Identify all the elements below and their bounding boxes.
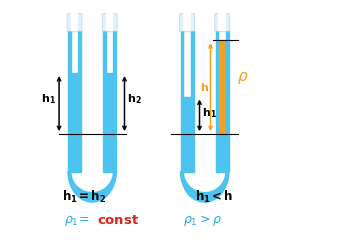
Text: $\mathbf{h}$: $\mathbf{h}$ xyxy=(200,81,208,93)
Text: $\rho$: $\rho$ xyxy=(237,70,248,86)
FancyBboxPatch shape xyxy=(215,14,230,32)
FancyBboxPatch shape xyxy=(67,14,82,32)
Text: $\mathbf{h_1}$: $\mathbf{h_1}$ xyxy=(41,92,56,106)
Bar xyxy=(219,13,226,31)
Polygon shape xyxy=(181,172,229,202)
FancyBboxPatch shape xyxy=(102,14,117,32)
FancyBboxPatch shape xyxy=(180,14,195,32)
Text: $\mathbf{h_1 < h}$: $\mathbf{h_1 < h}$ xyxy=(195,189,233,205)
Bar xyxy=(106,13,114,31)
Text: $\rho_1 > \rho$: $\rho_1 > \rho$ xyxy=(183,213,222,228)
Text: $\mathbf{h_1}$: $\mathbf{h_1}$ xyxy=(202,106,217,120)
Text: $\mathbf{const}$: $\mathbf{const}$ xyxy=(97,214,139,227)
Bar xyxy=(71,13,78,31)
Text: $\mathbf{h_2}$: $\mathbf{h_2}$ xyxy=(127,92,142,106)
Bar xyxy=(183,13,191,31)
Text: $\rho_1\!=$: $\rho_1\!=$ xyxy=(64,214,90,228)
Polygon shape xyxy=(68,172,116,202)
Text: $\mathbf{h_1 = h_2}$: $\mathbf{h_1 = h_2}$ xyxy=(62,189,106,205)
